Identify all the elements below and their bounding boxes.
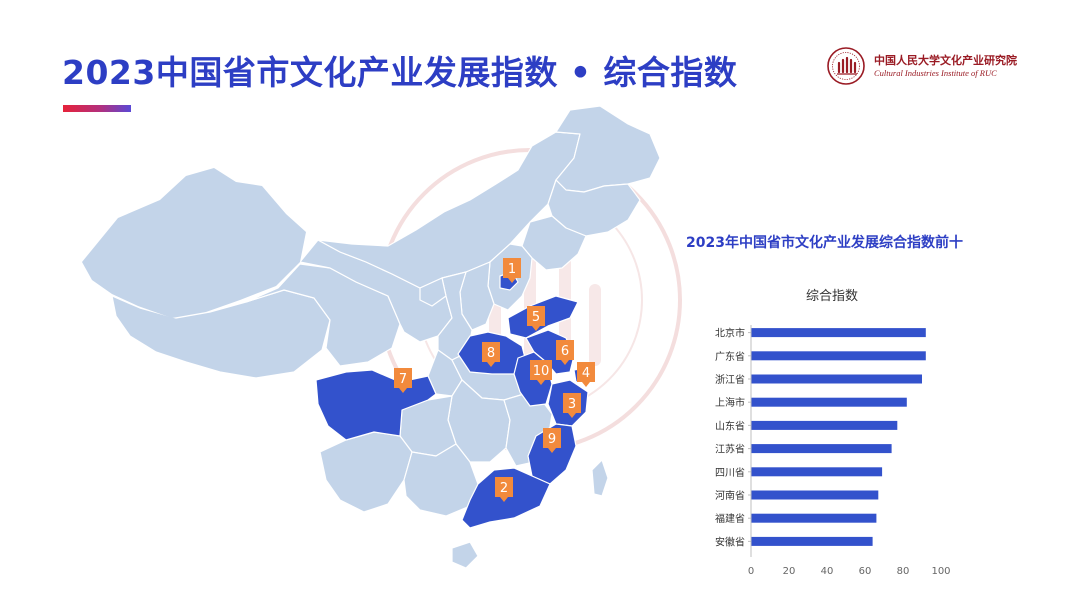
rank-marker-2: 2 xyxy=(495,477,513,502)
rank-marker-label: 10 xyxy=(533,364,550,379)
rank-marker-label: 8 xyxy=(487,346,495,361)
rank-marker-label: 6 xyxy=(561,344,569,359)
category-label: 江苏省 xyxy=(715,443,745,456)
rank-marker-label: 5 xyxy=(532,310,540,325)
bar-四川省 xyxy=(751,467,883,477)
x-tick-label: 80 xyxy=(897,566,910,577)
bar-广东省 xyxy=(751,351,926,361)
province-fujian xyxy=(527,423,577,485)
rank-marker-label: 3 xyxy=(568,397,576,412)
category-label: 北京市 xyxy=(715,327,745,340)
category-label: 河南省 xyxy=(715,489,745,502)
rank-markers: 1 2 3 4 5 6 7 8 9 10 xyxy=(394,258,595,502)
category-label: 四川省 xyxy=(715,466,745,479)
bar-安徽省 xyxy=(751,536,873,546)
bar-北京市 xyxy=(751,328,926,338)
x-tick-label: 100 xyxy=(931,566,950,577)
bar-山东省 xyxy=(751,420,898,430)
bar-浙江省 xyxy=(751,374,922,384)
chart-title: 2023年中国省市文化产业发展综合指数前十 xyxy=(686,235,963,251)
rank-marker-9: 9 xyxy=(543,428,561,453)
rank-marker-label: 4 xyxy=(582,366,590,381)
rank-marker-label: 1 xyxy=(508,262,516,277)
province-yunnan xyxy=(319,431,413,513)
category-label: 浙江省 xyxy=(715,373,745,386)
logo-name-cn: 中国人民大学文化产业研究院 xyxy=(874,54,1017,67)
rank-marker-10: 10 xyxy=(530,360,552,385)
rank-marker-7: 7 xyxy=(394,368,412,393)
province-hainan xyxy=(451,541,479,569)
rank-marker-6: 6 xyxy=(556,340,574,365)
bar-福建省 xyxy=(751,513,877,523)
rank-marker-label: 9 xyxy=(548,432,556,447)
logo-name-en: Cultural Industries Institute of RUC xyxy=(874,68,997,78)
university-seal-icon xyxy=(827,47,865,85)
rank-marker-label: 7 xyxy=(399,372,407,387)
rank-marker-5: 5 xyxy=(527,306,545,331)
page-title: 2023中国省市文化产业发展指数 • 综合指数 xyxy=(62,53,738,92)
bar-江苏省 xyxy=(751,444,892,454)
rank-marker-8: 8 xyxy=(482,342,500,367)
category-label: 山东省 xyxy=(715,419,745,432)
legend-label: 综合指数 xyxy=(806,289,858,304)
bar-河南省 xyxy=(751,490,879,500)
institute-logo: 中国人民大学文化产业研究院 Cultural Industries Instit… xyxy=(826,46,1026,86)
category-label: 福建省 xyxy=(715,512,745,525)
category-label: 安徽省 xyxy=(715,535,745,548)
bar-上海市 xyxy=(751,397,907,407)
title-underline xyxy=(63,105,131,112)
province-qinghai xyxy=(245,263,401,367)
x-tick-label: 40 xyxy=(821,566,834,577)
category-label: 上海市 xyxy=(715,396,745,409)
x-tick-label: 60 xyxy=(859,566,872,577)
province-taiwan xyxy=(591,459,609,497)
x-tick-label: 0 xyxy=(748,566,754,577)
province-xizang xyxy=(111,289,331,379)
rank-marker-3: 3 xyxy=(563,393,581,418)
rank-marker-4: 4 xyxy=(577,362,595,387)
rank-marker-label: 2 xyxy=(500,481,508,496)
x-tick-label: 20 xyxy=(783,566,796,577)
category-label: 广东省 xyxy=(715,350,745,363)
rank-marker-1: 1 xyxy=(503,258,521,283)
province-ningxia xyxy=(419,277,447,307)
